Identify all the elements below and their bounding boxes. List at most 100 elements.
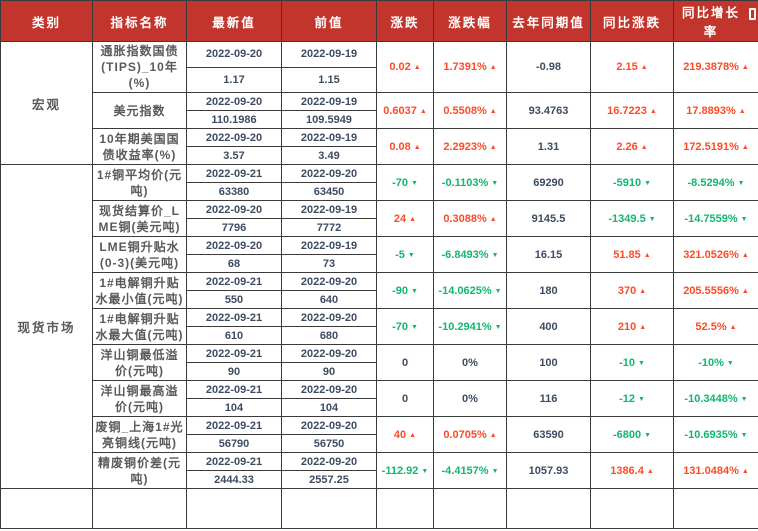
up-arrow-icon: ▲ [741, 64, 749, 71]
cell-change: 40 ▲ [376, 416, 434, 453]
up-arrow-icon: ▲ [413, 64, 421, 71]
table-row-clipped [0, 488, 758, 529]
down-arrow-icon: ▼ [491, 467, 499, 475]
table-row-values: 63380 63450 [1, 182, 758, 201]
value-text: -112.92 [381, 464, 419, 477]
up-arrow-icon: ▲ [741, 143, 749, 151]
cell-prev-value: 680 [281, 326, 377, 345]
up-arrow-icon: ▲ [741, 287, 749, 295]
cell-latest-date: 2022-09-21 [186, 308, 282, 327]
cell-indicator-name: 1#电解铜升贴水最大值(元吨) [92, 308, 187, 345]
cell-indicator-name: 洋山铜最高溢价(元吨) [92, 380, 187, 417]
cell-prev-date: 2022-09-20 [281, 272, 377, 291]
cell-change-pct: 0% [433, 344, 507, 381]
cell-prev-date: 2022-09-19 [281, 236, 377, 255]
value-text: 0% [462, 356, 478, 369]
cell-prev-value: 3.49 [281, 146, 377, 165]
table-row-values: 68 73 [1, 254, 758, 273]
up-arrow-icon: ▲ [489, 143, 497, 151]
cell-yoy-growth: 172.5191% ▲ [673, 128, 758, 165]
down-arrow-icon: ▼ [410, 323, 418, 331]
up-arrow-icon: ▲ [489, 431, 497, 439]
cell-yoy-change: 370 ▲ [590, 272, 674, 309]
cell-last-year: 100 [506, 344, 591, 381]
cell-yoy-change: 51.85 ▲ [590, 236, 674, 273]
value-text: -12 [619, 392, 635, 405]
bookmark-icon[interactable] [749, 8, 756, 20]
value-text: 51.85 [613, 248, 641, 261]
cell-latest-date: 2022-09-21 [186, 452, 282, 471]
cell-change-pct [433, 488, 507, 529]
value-text: 2.26 [616, 140, 638, 153]
value-text: -90 [392, 284, 408, 297]
cell-last-year: 16.15 [506, 236, 591, 273]
value-text: -1349.5 [608, 212, 646, 225]
cell-yoy-growth: 17.8893% ▲ [673, 92, 758, 129]
cell-yoy-change: -5910 ▼ [590, 164, 674, 201]
cell-prev-date: 2022-09-19 [281, 92, 377, 111]
cell-prev-value: 109.5949 [281, 110, 377, 129]
down-arrow-icon: ▼ [726, 359, 734, 367]
cell-change: -5 ▼ [376, 236, 434, 273]
cell-yoy-change [590, 488, 674, 529]
cell-prev-value: 2557.25 [281, 470, 377, 489]
cell-indicator-name: 现货结算价_LME铜(美元吨) [92, 200, 187, 237]
value-text: -10.6935% [684, 428, 738, 441]
cell-change: 24 ▲ [376, 200, 434, 237]
col-header-yoy-change: 同比涨跌 [590, 0, 674, 42]
cell-change: -90 ▼ [376, 272, 434, 309]
cell-latest-value: 56790 [186, 434, 282, 453]
cell-yoy-change: 1386.4 ▲ [590, 452, 674, 489]
down-arrow-icon: ▼ [740, 431, 748, 439]
cell-last-year: 9145.5 [506, 200, 591, 237]
cell-last-year: 93.4763 [506, 92, 591, 129]
cell-change-pct: 0% [433, 380, 507, 417]
table-row: 洋山铜最高溢价(元吨) 2022-09-21 2022-09-20 0 0% 116 -12… [1, 380, 758, 417]
down-arrow-icon: ▼ [410, 287, 418, 295]
value-text: 52.5% [695, 320, 727, 333]
table-row: 宏观 通胀指数国债(TIPS)_10年(%) 2022-09-20 2022-09-1… [0, 41, 758, 165]
cell-prev-date: 2022-09-19 [281, 41, 377, 68]
up-arrow-icon: ▲ [646, 467, 654, 475]
cell-prev-date: 2022-09-20 [281, 344, 377, 363]
cell-change: -112.92 ▼ [376, 452, 434, 489]
value-text: 0.3088% [443, 212, 487, 225]
cell-latest-value: 90 [186, 362, 282, 381]
down-arrow-icon: ▼ [648, 215, 656, 223]
cell-latest-date [186, 488, 282, 529]
cell-indicator-name: 洋山铜最低溢价(元吨) [92, 344, 187, 381]
cell-yoy-change: -1349.5 ▼ [590, 200, 674, 237]
cell-yoy-change: 2.26 ▲ [590, 128, 674, 165]
cell-latest-value: 3.57 [186, 146, 282, 165]
value-text: 1.7391% [443, 61, 487, 73]
value-text: -70 [392, 320, 408, 333]
value-text: 24 [393, 212, 407, 225]
up-arrow-icon: ▲ [489, 215, 497, 223]
table-row: 现货市场 1#铜平均价(元吨) 2022-09-21 2022-09-20 -70 ▼ -0… [0, 164, 758, 489]
cell-prev-value: 640 [281, 290, 377, 309]
cell-prev-value: 7772 [281, 218, 377, 237]
cell-latest-value: 63380 [186, 182, 282, 201]
cell-prev-date: 2022-09-19 [281, 128, 377, 147]
cell-prev-value: 56750 [281, 434, 377, 453]
down-arrow-icon: ▼ [407, 251, 415, 259]
value-text: 0.0705% [443, 428, 487, 441]
value-text: 2.2923% [443, 140, 487, 153]
cell-indicator-name: 10年期美国国债收益率(%) [92, 128, 187, 165]
down-arrow-icon: ▼ [740, 395, 748, 403]
table-row: 1#电解铜升贴水最小值(元吨) 2022-09-21 2022-09-20 -90 ▼ -… [1, 272, 758, 309]
value-text: -5910 [612, 176, 642, 189]
cell-prev-date: 2022-09-20 [281, 452, 377, 471]
cell-last-year: 69290 [506, 164, 591, 201]
cell-prev-date: 2022-09-20 [281, 164, 377, 183]
value-text: 0.6037 [383, 104, 417, 117]
cell-yoy-growth: -10% ▼ [673, 344, 758, 381]
cell-yoy-growth: -14.7559% ▼ [673, 200, 758, 237]
table-row-values: 610 680 [1, 326, 758, 345]
cell-last-year [506, 488, 591, 529]
cell-prev-date: 2022-09-20 [281, 308, 377, 327]
value-text: -10.2941% [438, 320, 492, 333]
cell-latest-value: 550 [186, 290, 282, 309]
value-text: 0% [462, 392, 478, 405]
